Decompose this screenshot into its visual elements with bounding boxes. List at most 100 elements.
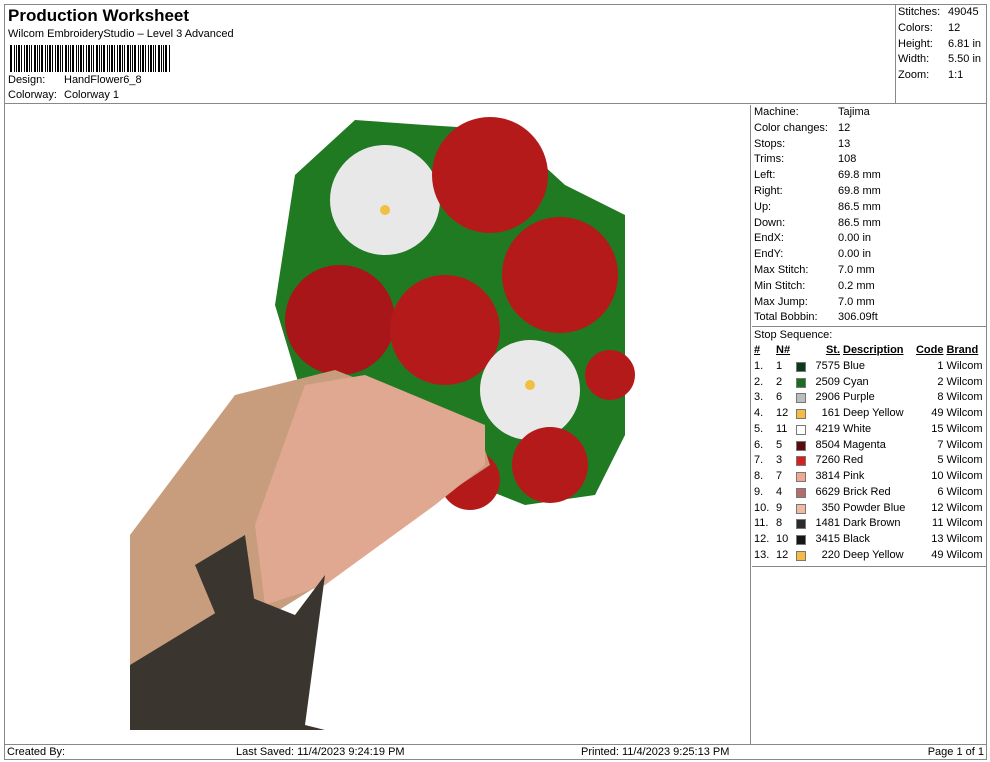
row-index: 1. (754, 359, 764, 372)
row-description: Pink (843, 470, 865, 483)
barcode-bar (10, 45, 12, 72)
row-index: 6. (754, 438, 764, 451)
color-swatch (796, 487, 806, 498)
machine-row: EndY: 0.00 in (752, 247, 987, 263)
barcode-bar (169, 45, 170, 72)
machine-label: Up: (754, 200, 772, 213)
row-description: Blue (843, 359, 866, 372)
row-brand: Wilcom (946, 470, 983, 483)
table-row: 9. 4 6629 Brick Red 6 Wilcom (754, 484, 987, 500)
machine-row: Left: 69.8 mm (752, 168, 987, 184)
row-needle: 12 (776, 407, 789, 420)
barcode-bar (76, 45, 77, 72)
barcode-bar (86, 45, 87, 72)
row-stitches-cell: 3814 (796, 468, 840, 484)
row-brand: Wilcom (946, 359, 983, 372)
machine-label: Color changes: (754, 121, 828, 134)
machine-row: Max Jump: 7.0 mm (752, 295, 987, 311)
row-stitches: 6629 (815, 485, 840, 498)
table-row: 8. 7 3814 Pink 10 Wilcom (754, 468, 987, 484)
machine-value: Tajima (838, 106, 870, 118)
row-needle: 1 (776, 359, 783, 372)
barcode-bar (14, 45, 15, 72)
barcode-bar (119, 45, 121, 72)
row-code: 12 (931, 501, 944, 514)
design-row: Design: HandFlower6_8 (8, 74, 142, 86)
stat-value: 6.81 in (948, 37, 982, 50)
barcode-bar (96, 45, 98, 72)
barcode-bar (78, 45, 79, 72)
row-stitches: 2906 (815, 391, 840, 404)
row-stitches-cell: 7260 (796, 452, 840, 468)
barcode-bar (122, 45, 123, 72)
barcode-bar (57, 45, 59, 72)
stop-sequence-table: # N# St. Description Code Brand 1. 1 757… (754, 342, 987, 563)
footer: Created By: Last Saved: 11/4/2023 9:24:1… (4, 744, 987, 760)
row-description: White (843, 422, 872, 435)
barcode-bar (31, 45, 32, 72)
row-stitches-cell: 2509 (796, 374, 840, 390)
stop-sequence-label: Stop Sequence: (752, 326, 987, 342)
machine-label: Right: (754, 184, 783, 197)
table-row: 3. 6 2906 Purple 8 Wilcom (754, 389, 987, 405)
stat-row: Zoom: 1:1 (898, 68, 985, 84)
machine-row: EndX: 0.00 in (752, 231, 987, 247)
row-code: 8 (937, 391, 944, 404)
row-index: 9. (754, 485, 764, 498)
row-code: 1 (937, 359, 944, 372)
table-row: 6. 5 8504 Magenta 7 Wilcom (754, 437, 987, 453)
barcode-bar (111, 45, 113, 72)
row-code: 49 (931, 407, 944, 420)
design-preview (5, 105, 751, 744)
barcode-bar (155, 45, 156, 72)
row-stitches: 1481 (815, 517, 840, 530)
row-index: 8. (754, 470, 764, 483)
stat-value: 1:1 (948, 69, 964, 82)
row-code: 13 (931, 533, 944, 546)
machine-label: Max Stitch: (754, 263, 809, 276)
subtitle: Wilcom EmbroideryStudio – Level 3 Advanc… (8, 28, 234, 40)
row-brand: Wilcom (946, 501, 983, 514)
row-description: Powder Blue (843, 501, 906, 514)
row-needle: 12 (776, 548, 789, 561)
col-code: Code (915, 344, 944, 357)
machine-value: 306.09ft (838, 311, 878, 324)
color-swatch (796, 550, 806, 561)
row-stitches: 3814 (815, 470, 840, 483)
barcode-bar (132, 45, 133, 72)
row-index: 5. (754, 422, 764, 435)
machine-row: Total Bobbin: 306.09ft (752, 310, 987, 326)
color-swatch (796, 519, 806, 530)
row-index: 7. (754, 454, 764, 467)
machine-value: 108 (838, 153, 857, 166)
row-stitches-cell: 7575 (796, 358, 840, 374)
colorway-row: Colorway: Colorway 1 (8, 89, 119, 101)
row-description: Deep Yellow (843, 407, 904, 420)
header: Production Worksheet Wilcom EmbroiderySt… (4, 4, 895, 104)
machine-value: 7.0 mm (838, 263, 875, 276)
barcode-bar (70, 45, 71, 72)
barcode-bar (163, 45, 164, 72)
color-swatch (796, 361, 806, 372)
barcode-bar (165, 45, 167, 72)
machine-value: 86.5 mm (838, 216, 881, 229)
machine-label: Down: (754, 216, 786, 229)
row-code: 11 (932, 517, 944, 530)
barcode-bar (124, 45, 125, 72)
row-needle: 6 (776, 391, 783, 404)
barcode (10, 45, 198, 72)
machine-value: 86.5 mm (838, 200, 881, 213)
row-stitches-cell: 8504 (796, 437, 840, 453)
machine-row: Machine: Tajima (752, 105, 987, 121)
color-swatch (796, 393, 806, 404)
barcode-bar (18, 45, 20, 72)
row-index: 13. (754, 548, 770, 561)
last-saved: Last Saved: 11/4/2023 9:24:19 PM (236, 746, 405, 758)
barcode-bar (148, 45, 149, 72)
machine-value: 13 (838, 137, 851, 150)
barcode-bar (145, 45, 146, 72)
stat-label: Colors: (898, 21, 933, 34)
row-description: Purple (843, 391, 875, 404)
row-stitches: 3415 (815, 533, 840, 546)
stat-row: Stitches: 49045 (898, 5, 985, 21)
